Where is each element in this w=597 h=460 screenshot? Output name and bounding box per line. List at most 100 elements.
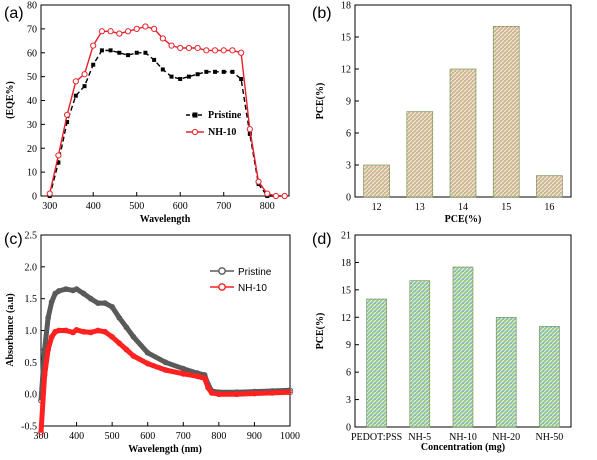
panel-c-x-tick-label: 800 [211, 431, 226, 442]
panel-d-bar-nh-10 [452, 266, 474, 428]
panel-a-series-pristine-point [221, 69, 226, 74]
panel-b-bar-14 [449, 68, 477, 198]
panel-c-series-pristine-point [48, 298, 55, 305]
panel-a-series-nh-10-point [203, 47, 210, 54]
panel-d-bar-nh-20 [495, 316, 517, 428]
panel-a-y-tick-label: 40 [27, 96, 37, 107]
panel-a-series-nh-10-point [133, 25, 140, 32]
panel-a-series-pristine-point [82, 84, 87, 89]
panel-c-series-nh-10-point [205, 384, 212, 391]
panel-c-y-tick-label: -0.5 [21, 422, 37, 433]
panel-a-series-pristine-point [108, 48, 113, 53]
panel-c-series-pristine-point [130, 333, 137, 340]
panel-a-x-tick-label: 500 [129, 201, 144, 212]
panel-a-x-tick-label: 700 [216, 201, 231, 212]
panel-a-series-pristine-point [91, 62, 96, 67]
panel-c-series-pristine-point [45, 314, 52, 321]
panel-a-series-pristine-point [160, 67, 165, 72]
panel-a-y-tick-label: 0 [32, 192, 37, 203]
panel-a-x-axis-title: Wavelength [140, 214, 191, 225]
panel-d-bar-nh-50 [539, 326, 560, 428]
panel-c-series-nh-10-point [87, 329, 94, 336]
panel-a-series-nh-10-point [151, 25, 158, 32]
panel-c-x-tick-label: 400 [69, 431, 84, 442]
panel-c-series-nh-10-point [287, 389, 293, 396]
panel-a-series-nh-10-point [194, 44, 201, 52]
panel-a-y-tick-label: 80 [27, 1, 37, 12]
panel-a-series-nh-10-point [255, 178, 262, 185]
panel-c-series-pristine-point [102, 300, 108, 307]
panel-c-series-pristine-point [95, 300, 101, 307]
panel-c-series-nh-10-point [52, 328, 59, 335]
panel-c-x-tick-label: 300 [34, 431, 49, 442]
panel-a-series-nh-10-point [107, 28, 114, 35]
panel-c-series-nh-10-point [41, 372, 48, 378]
panel-a-series-nh-10-point [72, 78, 79, 85]
panel-c-x-tick-label: 600 [140, 431, 155, 442]
panel-c-series-nh-10-point [102, 328, 108, 335]
panel-c-series-nh-10-point [38, 429, 44, 436]
panel-c-series-nh-10-point [251, 390, 258, 397]
panel-c-absorbance-chart: (c) 300 400 500 600 700 800 900 1000 -0.5 0.0 0.5 1… [4, 231, 300, 456]
panel-a-series-nh-10-point [64, 111, 71, 118]
panel-b-x-tick-label: 16 [544, 202, 554, 213]
panel-a-series-nh-10-point [81, 71, 88, 78]
panel-a-y-tick-label: 30 [27, 120, 37, 131]
panel-a-y-tick-label: 70 [27, 24, 37, 35]
panel-b-y-tick-label: 15 [341, 33, 351, 44]
panel-c-x-tick-label: 900 [247, 431, 262, 442]
panel-a-series-pristine-point [178, 77, 183, 82]
panel-a-series-nh-10-point [159, 35, 166, 42]
panel-a-y-tick-label: 20 [27, 144, 37, 155]
panel-c-series-pristine-point [162, 359, 169, 366]
panel-a-legend: Pristine NH-10 [186, 110, 242, 138]
panel-d-x-axis-title: Concentration (mg) [421, 442, 505, 453]
panel-b-bar-16 [536, 175, 563, 198]
panel-d-bar-pedot-pss [366, 298, 387, 428]
panel-a-series-pristine-point [56, 160, 61, 165]
panel-c-series-nh-10-point [130, 353, 137, 359]
panel-d-y-tick-label: 9 [346, 340, 351, 351]
panel-c-series-nh-10-point [73, 326, 80, 333]
panel-c-y-tick-label: 0.0 [25, 390, 38, 401]
legend-nh10-marker [218, 283, 226, 291]
panel-a-x-tick-label: 400 [86, 201, 101, 212]
panel-b-bar-13 [406, 111, 434, 198]
panel-a-x-tick-label: 300 [42, 201, 57, 212]
panel-a-series-nh-10-point [177, 44, 184, 52]
panel-c-x-tick-label: 1000 [280, 431, 300, 442]
panel-c-series-nh-10-point [80, 328, 87, 335]
panel-a-series-pristine-point [152, 57, 157, 62]
panel-d-x-tick-label: NH-5 [408, 432, 431, 443]
panel-a-y-tick-label: 50 [27, 72, 37, 83]
panel-a-series-nh-10-point [168, 42, 175, 49]
panel-d-y-tick-label: 18 [341, 258, 351, 269]
panel-c-series-nh-10-point [45, 346, 52, 353]
panel-a-eqe-chart: (a) 300 400 500 600 700 80001020304050607080 … [4, 1, 290, 225]
panel-d-x-tick-label: NH-10 [449, 432, 477, 443]
panel-d-y-tick-label: 3 [346, 395, 351, 406]
panel-c-series-nh-10-point [55, 327, 62, 334]
panel-a-series-pristine-point [143, 50, 148, 55]
panel-c-y-axis-title: Absorbance (a.u) [5, 293, 16, 366]
panel-a-series-nh-10-point [220, 47, 227, 54]
panel-b-x-tick-label: 15 [501, 202, 511, 213]
panel-d-y-axis-title: PCE(%) [315, 313, 326, 350]
panel-d-y-tick-label: 21 [341, 231, 351, 242]
panel-c-series-nh-10-point [194, 373, 201, 380]
legend-pristine-marker [218, 267, 226, 275]
panel-c-series-pristine-point [109, 304, 116, 310]
panel-a-series-pristine-line [49, 49, 285, 197]
legend-nh10-label: NH-10 [208, 127, 236, 138]
panel-c-series-pristine-point [73, 286, 80, 293]
panel-c-series-nh-10-point [123, 346, 130, 353]
panel-c-y-tick-label: 2.5 [25, 231, 38, 242]
panel-a-series-pristine-point [213, 69, 218, 74]
panel-b-bar-12 [363, 164, 390, 198]
panel-a-label: (a) [4, 5, 24, 22]
panel-a-series-pristine-point [169, 74, 174, 79]
panel-a-series-nh-10-point [264, 190, 271, 197]
panel-a-series-nh-10-point [116, 30, 123, 37]
panel-d-x-tick-label: PEDOT:PSS [351, 432, 402, 443]
